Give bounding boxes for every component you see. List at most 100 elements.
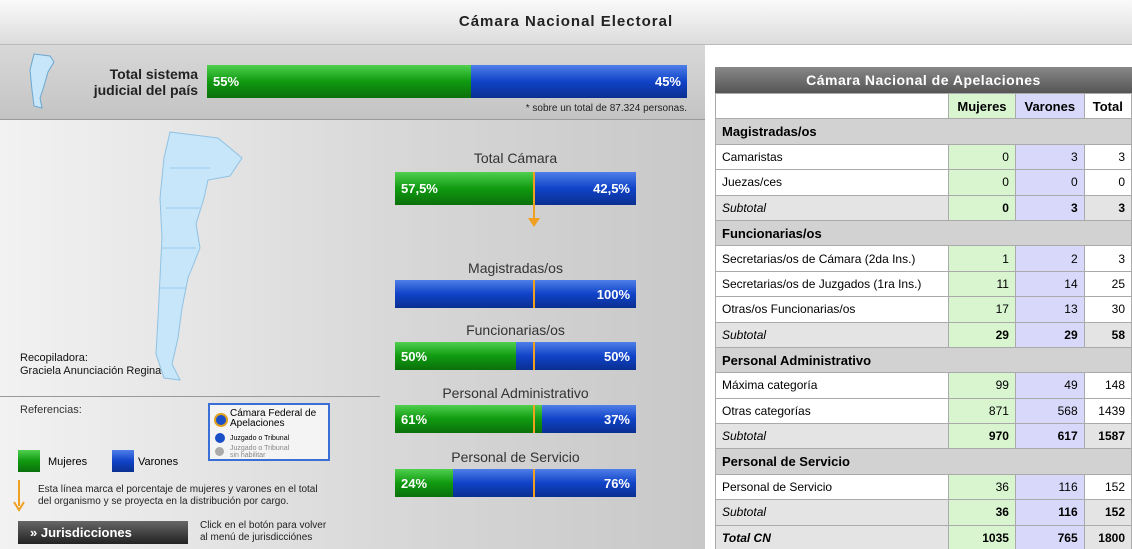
credits: Recopiladora: Graciela Anunciación Regin… bbox=[20, 352, 161, 378]
cell: 970 bbox=[948, 423, 1016, 450]
data-row: Otras categorías 871 568 1439 bbox=[715, 397, 1132, 425]
bar-title: Personal de Servicio bbox=[451, 449, 580, 465]
men-segment bbox=[395, 280, 636, 308]
legend-swatch bbox=[112, 450, 134, 472]
row-label: Subtotal bbox=[715, 321, 949, 348]
credits-name: Graciela Anunciación Regina bbox=[20, 365, 162, 377]
bar: 24% 76% bbox=[395, 469, 636, 497]
key-label: Cámara Federal de Apelaciones bbox=[230, 408, 317, 429]
row-label: Otras categorías bbox=[715, 397, 949, 425]
title: Cámara Nacional Electoral bbox=[458, 13, 674, 30]
header: Cámara Nacional Electoral bbox=[0, 0, 1132, 45]
bar-title: Magistradas/os bbox=[468, 260, 563, 276]
data-row: Secretarias/os de Cámara (2da Ins.) 1 2 3 bbox=[715, 245, 1132, 272]
section-row: Personal de Servicio bbox=[715, 448, 1132, 475]
cell: 58 bbox=[1083, 321, 1132, 348]
map-icon bbox=[29, 53, 55, 109]
subtotal-row: Subtotal 29 29 58 bbox=[715, 321, 1132, 348]
men-segment bbox=[452, 469, 636, 497]
cell: 617 bbox=[1014, 423, 1085, 450]
section-label: Funcionarias/os bbox=[715, 219, 1132, 247]
key-dot bbox=[214, 413, 228, 427]
jurisdicciones-button[interactable]: » Jurisdicciones bbox=[18, 521, 188, 544]
section-label: Personal de Servicio bbox=[715, 448, 1132, 475]
men-segment bbox=[533, 172, 636, 205]
cell: 17 bbox=[948, 296, 1016, 323]
men-segment bbox=[471, 65, 687, 98]
men-segment bbox=[515, 342, 636, 370]
cell: 30 bbox=[1083, 296, 1132, 323]
cell: 765 bbox=[1014, 524, 1085, 549]
cell: 25 bbox=[1083, 270, 1132, 298]
button-hint-text: Click en el botón para volver bbox=[200, 520, 327, 531]
section-row: Personal Administrativo bbox=[715, 346, 1132, 374]
reference-line bbox=[532, 342, 535, 370]
subtotal-row: Subtotal 970 617 1587 bbox=[715, 423, 1132, 450]
data-row: Otras/os Funcionarias/os 17 13 30 bbox=[715, 296, 1132, 323]
women-label: 24% bbox=[401, 475, 428, 491]
cell: 871 bbox=[948, 397, 1016, 425]
row-label: Subtotal bbox=[715, 499, 949, 526]
line-note: Esta línea marca el porcentaje de mujere… bbox=[38, 484, 318, 508]
key-label: Juzgado o Tribunal sin habilitar bbox=[230, 445, 290, 459]
cell: 1800 bbox=[1083, 524, 1132, 549]
cell: 49 bbox=[1014, 372, 1085, 399]
reference-line bbox=[532, 405, 535, 433]
total-row: Total CN 1035 765 1800 bbox=[715, 524, 1132, 549]
cell: 11 bbox=[948, 270, 1016, 298]
cell: 1587 bbox=[1083, 423, 1132, 450]
bar-title: Total Cámara bbox=[473, 150, 558, 166]
cell: 116 bbox=[1014, 499, 1085, 526]
men-label: 37% bbox=[603, 411, 630, 427]
legend-title: Referencias: bbox=[20, 404, 82, 416]
women-segment bbox=[395, 405, 542, 433]
men-label: 50% bbox=[603, 348, 630, 364]
cell: 0 bbox=[1083, 169, 1132, 196]
cell: 2 bbox=[1014, 245, 1085, 272]
cell: 14 bbox=[1014, 270, 1085, 298]
section-label: Personal Administrativo bbox=[715, 346, 1132, 374]
cell: 99 bbox=[948, 372, 1016, 399]
summary-bar: 55% 45% bbox=[207, 65, 687, 98]
table-wrap: Cámara Nacional de Apelaciones Mujeres Va… bbox=[715, 67, 1132, 549]
subtotal-row: Subtotal 36 116 152 bbox=[715, 499, 1132, 526]
bar-title: Personal Administrativo bbox=[442, 385, 589, 401]
women-segment bbox=[395, 342, 516, 370]
men-segment bbox=[546, 405, 636, 433]
line-note-text: del organismo y se proyecta en la distri… bbox=[38, 496, 289, 507]
cell: 0 bbox=[948, 143, 1016, 171]
map bbox=[155, 131, 243, 381]
cell: 152 bbox=[1083, 499, 1132, 526]
cell: 148 bbox=[1083, 372, 1132, 399]
women-segment bbox=[395, 469, 453, 497]
bar: 100% bbox=[395, 280, 636, 308]
women-label: 61% bbox=[401, 411, 428, 427]
data-row: Máxima categoría 99 49 148 bbox=[715, 372, 1132, 399]
reference-line bbox=[532, 469, 535, 497]
cell: 36 bbox=[948, 473, 1016, 501]
header-row: Mujeres Varones Total bbox=[715, 92, 1132, 120]
cell: 1439 bbox=[1083, 397, 1132, 425]
column-header: Total bbox=[1083, 92, 1132, 120]
summary-note: * sobre un total de 87.324 personas. bbox=[525, 103, 687, 114]
cell: 36 bbox=[948, 499, 1016, 526]
data-row: Secretarias/os de Juzgados (1ra Ins.) 11 1… bbox=[715, 270, 1132, 298]
cell: 0 bbox=[1014, 169, 1085, 196]
data-row: Camaristas 0 3 3 bbox=[715, 143, 1132, 171]
cell: 152 bbox=[1083, 473, 1132, 501]
reference-arrow bbox=[527, 218, 540, 227]
women-label: 55% bbox=[213, 74, 240, 89]
key-dot bbox=[215, 433, 225, 443]
column-header: Mujeres bbox=[948, 92, 1016, 120]
table: Mujeres Varones Total Magistradas/os Camaris… bbox=[715, 92, 1132, 549]
row-label: Subtotal bbox=[715, 194, 949, 221]
row-label: Camaristas bbox=[715, 143, 949, 171]
cell bbox=[715, 92, 949, 120]
women-label: 57,5% bbox=[401, 181, 438, 196]
button-hint-text: al menú de jurisdicciónes bbox=[200, 532, 313, 543]
cell: 3 bbox=[1083, 245, 1132, 272]
bar-title: Funcionarias/os bbox=[466, 322, 565, 338]
cell: 3 bbox=[1014, 143, 1085, 171]
row-label: Secretarias/os de Cámara (2da Ins.) bbox=[715, 245, 949, 272]
